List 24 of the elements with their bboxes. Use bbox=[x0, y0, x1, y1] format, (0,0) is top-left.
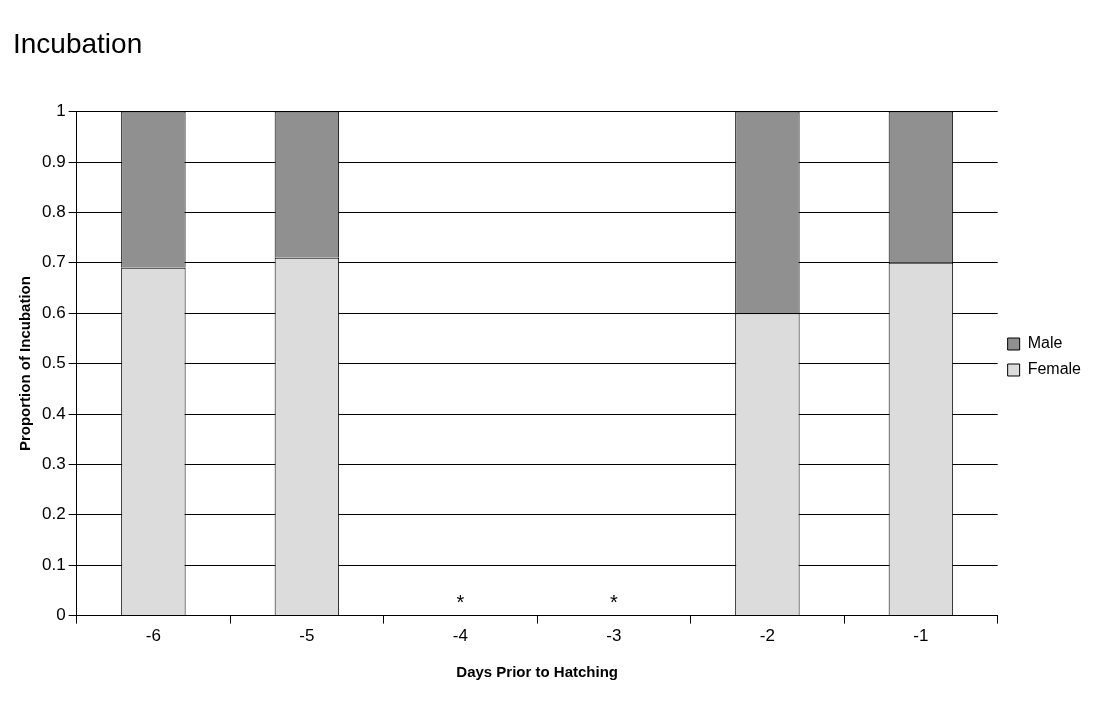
y-tick-label: 0 bbox=[56, 605, 66, 625]
legend-label: Male bbox=[1027, 334, 1063, 352]
x-tick-label: -3 bbox=[606, 626, 622, 646]
y-tick-label: 0.2 bbox=[41, 504, 66, 524]
x-tick-label: -4 bbox=[452, 626, 468, 646]
y-axis-title: Proportion of Incubation bbox=[16, 276, 34, 452]
x-tick-label: -6 bbox=[145, 626, 161, 646]
y-tick-label: 0.1 bbox=[41, 554, 66, 574]
y-tick-label: 0.9 bbox=[41, 151, 66, 171]
y-tick-label: 0.5 bbox=[41, 353, 66, 373]
y-tick-label: 0.6 bbox=[41, 302, 66, 322]
y-tick-label: 0.7 bbox=[41, 252, 66, 272]
x-tick-label: -1 bbox=[913, 626, 929, 646]
chart-title: Incubation bbox=[13, 27, 143, 59]
y-tick-label: 0.8 bbox=[41, 202, 66, 222]
y-tick-label: 1 bbox=[56, 101, 66, 121]
annotation: * bbox=[456, 591, 465, 614]
x-tick-label: -2 bbox=[759, 626, 775, 646]
x-tick-label: -5 bbox=[299, 626, 315, 646]
y-tick-label: 0.3 bbox=[41, 454, 66, 474]
legend-label: Female bbox=[1027, 360, 1082, 378]
x-axis-title: Days Prior to Hatching bbox=[456, 663, 618, 681]
y-tick-label: 0.4 bbox=[41, 403, 66, 423]
annotation: * bbox=[609, 591, 618, 614]
